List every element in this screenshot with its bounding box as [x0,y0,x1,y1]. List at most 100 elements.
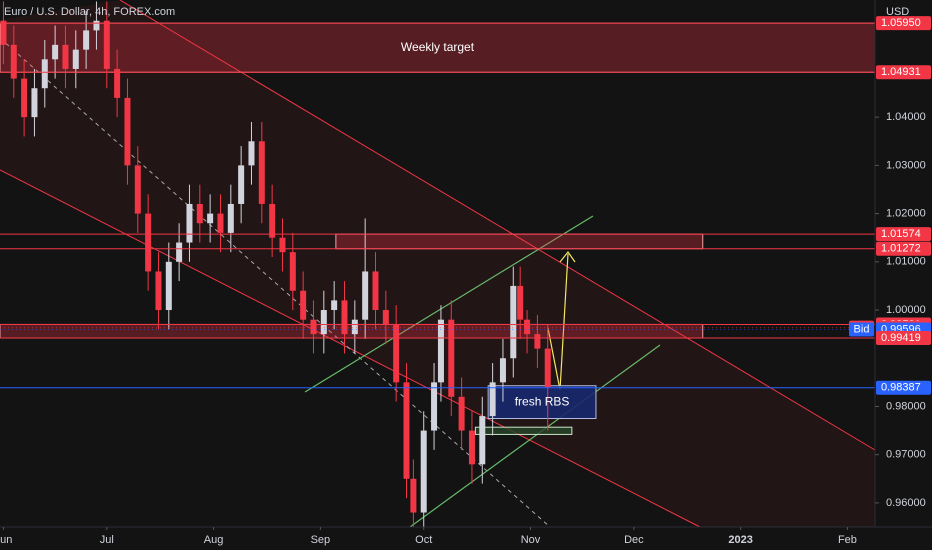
candle-body [362,271,369,320]
arrow-head [559,250,576,263]
candle-body [207,213,214,224]
y-tick-label: 0.97000 [886,449,926,461]
candle-body [21,78,28,118]
x-tick-label: Jul [100,534,114,546]
zone [0,323,704,339]
candle-body [300,290,307,320]
candle-body [93,20,100,31]
candle-body [238,165,245,204]
price-label: 0.99419 [881,332,921,344]
candle-body [248,141,255,166]
candle-body [510,285,517,359]
candle-body [393,324,400,383]
candle-body [83,30,90,50]
candle-body [72,49,79,69]
price-label-box [876,380,931,395]
candle-body [517,285,524,320]
y-tick-label: 0.98000 [886,400,926,412]
candle-body [448,319,455,397]
candle-body [279,237,286,253]
price-label-box [876,65,931,80]
candle-body [62,44,69,69]
zone-label: Weekly target [401,40,475,54]
y-tick-label: 1.04000 [886,111,926,123]
candle-body [468,430,475,465]
y-tick-label: 0.96000 [886,497,926,509]
candle-body [269,203,276,238]
price-label-box [876,241,931,256]
candle-body [114,68,121,98]
candle-body [258,141,265,204]
price-tag-box [849,322,874,337]
candle-body [196,203,203,224]
candle-body [499,358,506,383]
candle-body [124,97,131,166]
trend-line [304,215,594,393]
candle-body [524,319,531,335]
currency: USD [886,6,909,18]
candle-body [0,20,7,45]
x-tick-label: Aug [204,534,224,546]
candles [0,1,551,527]
candle-body [176,242,183,262]
channel-fill [0,0,875,527]
y-tick-label: 1.01000 [886,256,926,268]
zone-label: fresh RBS [515,394,570,408]
candle-body [310,319,317,335]
candle-body [372,271,379,311]
candle-body [489,382,496,417]
candle-body [431,382,438,431]
drawings [0,0,876,528]
zone [474,426,573,435]
y-tick-label: 1.02000 [886,208,926,220]
price-label: 1.01272 [881,243,921,255]
candle-body [52,44,59,60]
candle-body [437,319,444,383]
x-tick-label: Nov [521,534,541,546]
x-tick-label: Feb [838,534,857,546]
candle-body [134,165,141,214]
candle-body [458,396,465,431]
y-tick-label: 1.03000 [886,159,926,171]
candle-body [420,430,427,513]
candle-body [165,261,172,311]
channel-line [0,169,701,528]
price-axis [875,0,932,550]
candle-body [320,310,327,335]
price-label: 0.98387 [881,382,921,394]
candle-body [31,88,38,118]
x-tick-label: Oct [415,534,432,546]
price-label-box [876,16,931,31]
price-tag: Bid [854,323,870,335]
price-label: 1.05950 [881,17,921,29]
price-label: 1.04931 [881,66,921,78]
chart-title: Euro / U.S. Dollar, 4h, FOREX.com [4,6,175,18]
candle-body [341,300,348,335]
candle-body [382,310,389,325]
candle-body [331,300,338,311]
candle-body [103,20,110,69]
candle-body [403,382,410,479]
candle-body [186,203,193,243]
candle-body [10,44,17,79]
candle-body [217,213,224,233]
mid-line [0,37,551,528]
x-tick-label: Jun [0,534,12,546]
x-tick-label: Sep [311,534,331,546]
candle-body [145,213,152,272]
candle-body [479,416,486,465]
trend-line [409,344,661,528]
candle-body [41,59,48,89]
zone [487,385,597,420]
candle-body [155,271,162,311]
price-label-box [876,331,931,346]
candle-body [227,203,234,233]
zone [335,233,704,250]
candle-body [544,348,551,388]
candle-body [410,478,417,513]
candle-body [289,252,296,291]
price-label: 1.01574 [881,228,921,240]
